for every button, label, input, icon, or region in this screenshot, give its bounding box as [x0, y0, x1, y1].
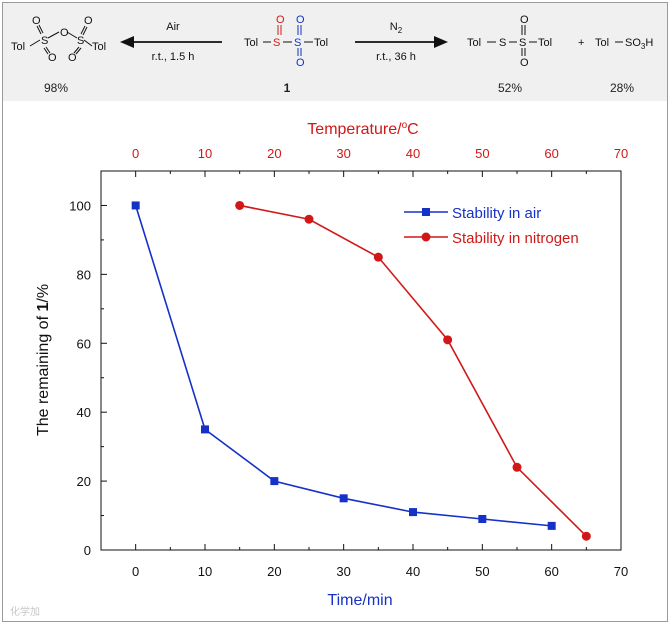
y-tick-label: 100 [69, 198, 91, 213]
x2-tick-label: 70 [614, 146, 628, 161]
data-point-stability-in-nitrogen [512, 462, 522, 472]
y-tick-label: 60 [77, 336, 91, 351]
left-tol-right: Tol [92, 41, 106, 53]
x-axis-title: Time/min [327, 592, 392, 609]
x2-tick-label: 50 [475, 146, 489, 161]
x-axis-bottom: 0 10 20 30 40 50 60 70 [132, 544, 628, 579]
left-o-bottom2: O [68, 52, 77, 64]
data-point-stability-in-air [131, 201, 140, 210]
reaction-scheme-band [3, 3, 667, 101]
data-point-stability-in-nitrogen [304, 214, 314, 224]
center-o-s1: O [276, 14, 285, 26]
left-o-top2: O [84, 15, 93, 27]
y-tick-label: 80 [77, 267, 91, 282]
right-o-bottom: O [520, 57, 529, 69]
x2-tick-label: 20 [267, 146, 281, 161]
x-tick-label: 10 [198, 564, 212, 579]
data-point-stability-in-air [409, 508, 417, 517]
data-point-stability-in-nitrogen [373, 252, 383, 262]
reaction-scheme: O O Tol S O S Tol O O Air r.t., 1.5 h To… [11, 14, 653, 95]
series-line-stability-in-air [134, 205, 552, 527]
x-tick-label: 70 [614, 564, 628, 579]
x-axis-top: 0 10 20 30 40 50 60 70 [132, 146, 628, 177]
x-tick-label: 20 [267, 564, 281, 579]
data-point-stability-in-air [270, 477, 279, 486]
left-o-bottom1: O [48, 52, 57, 64]
left-bridge-o: O [60, 27, 69, 39]
x2-tick-label: 10 [198, 146, 212, 161]
center-tol-right: Tol [314, 37, 328, 49]
center-tol-left: Tol [244, 37, 258, 49]
right-tol-right: Tol [538, 37, 552, 49]
legend-air-label: Stability in air [452, 205, 541, 222]
legend: Stability in air Stability in nitrogen [404, 205, 579, 247]
arrow-n2-time: r.t., 36 h [376, 51, 416, 63]
right-product: Tol S S O O Tol [467, 14, 552, 69]
x-tick-label: 30 [336, 564, 350, 579]
center-s2: S [294, 37, 301, 49]
data-point-stability-in-air [547, 521, 556, 530]
right-s2: S [519, 37, 526, 49]
x2-tick-label: 40 [406, 146, 420, 161]
acid-formula: SO3H [625, 37, 653, 51]
y-axis-title: The remaining of 1/% [35, 284, 52, 436]
data-point-stability-in-air [478, 514, 487, 523]
arrow-air: Air r.t., 1.5 h [120, 21, 222, 63]
yield-anhydride: 98% [44, 81, 68, 95]
data-point-stability-in-nitrogen [581, 531, 591, 541]
left-tol-left: Tol [11, 41, 25, 53]
center-o-bottom-s2: O [296, 57, 305, 69]
compound-1: Tol S O S O O Tol [244, 14, 328, 69]
y-tick-label: 20 [77, 474, 91, 489]
plot-frame [100, 170, 622, 551]
arrow-n2-condition: N2 [390, 21, 403, 35]
data-point-stability-in-air [201, 425, 209, 434]
arrow-air-condition: Air [166, 21, 180, 33]
left-o-top1: O [32, 15, 41, 27]
x2-tick-label: 0 [132, 146, 139, 161]
y-tick-label: 0 [84, 543, 91, 558]
left-s2: S [77, 35, 84, 47]
right-s1: S [499, 37, 506, 49]
arrow-air-time: r.t., 1.5 h [152, 51, 195, 63]
legend-air-marker [422, 208, 430, 216]
x-tick-label: 60 [544, 564, 558, 579]
data-point-stability-in-nitrogen [235, 200, 245, 210]
x2-tick-label: 30 [336, 146, 350, 161]
legend-nitrogen-marker [421, 232, 431, 242]
yield-sulfonic-acid: 28% [610, 81, 634, 95]
y-axis-left: 0 20 40 60 80 100 [69, 170, 107, 558]
yield-thiosulfonate: 52% [498, 81, 522, 95]
x-tick-label: 40 [406, 564, 420, 579]
legend-nitrogen-label: Stability in nitrogen [452, 230, 579, 247]
compound-1-label: 1 [284, 81, 291, 95]
x2-tick-label: 60 [544, 146, 558, 161]
acid-tol: Tol [595, 37, 609, 49]
left-product: O O Tol S O S Tol O O [11, 15, 106, 64]
tolsulfonic-acid: Tol SO3H [595, 37, 653, 51]
center-o-top-s2: O [296, 14, 305, 26]
data-point-stability-in-air [339, 494, 348, 503]
right-tol-left: Tol [467, 37, 481, 49]
left-s1: S [41, 35, 48, 47]
right-o-top: O [520, 14, 529, 26]
x-tick-label: 50 [475, 564, 489, 579]
x2-axis-title: Temperature/oC [307, 120, 418, 138]
center-s1: S [273, 37, 280, 49]
plus-sign: + [578, 37, 584, 49]
x-tick-label: 0 [132, 564, 139, 579]
y-tick-label: 40 [77, 405, 91, 420]
series-layer [131, 200, 591, 541]
arrow-nitrogen: N2 r.t., 36 h [355, 21, 448, 63]
watermark-text: 化学加 [10, 605, 40, 618]
series-line-stability-in-nitrogen [239, 204, 587, 537]
data-point-stability-in-nitrogen [443, 335, 453, 345]
